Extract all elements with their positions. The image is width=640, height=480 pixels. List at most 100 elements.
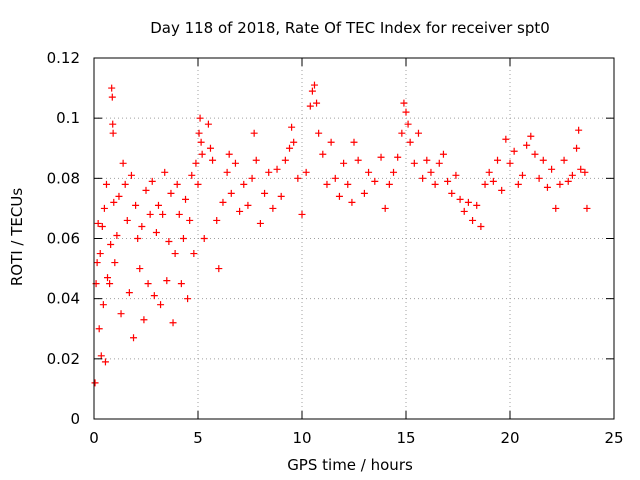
roti-point bbox=[406, 138, 414, 146]
roti-point bbox=[410, 159, 418, 167]
roti-point bbox=[518, 171, 526, 179]
roti-point bbox=[435, 159, 443, 167]
roti-point bbox=[144, 280, 152, 288]
roti-point bbox=[252, 156, 260, 164]
roti-point bbox=[196, 114, 204, 122]
roti-point bbox=[543, 183, 551, 191]
roti-point bbox=[494, 156, 502, 164]
roti-point bbox=[109, 129, 117, 137]
roti-point bbox=[127, 171, 135, 179]
roti-point bbox=[273, 165, 281, 173]
roti-point bbox=[360, 189, 368, 197]
roti-point bbox=[381, 204, 389, 212]
roti-point bbox=[498, 186, 506, 194]
roti-point bbox=[97, 352, 105, 360]
roti-point bbox=[531, 150, 539, 158]
roti-point bbox=[200, 235, 208, 242]
roti-point bbox=[564, 177, 572, 185]
roti-point bbox=[169, 319, 177, 327]
roti-point bbox=[115, 192, 123, 200]
y-tick-label: 0.08 bbox=[47, 169, 80, 187]
roti-point bbox=[477, 222, 485, 230]
roti-point bbox=[225, 150, 233, 158]
roti-point bbox=[385, 180, 393, 188]
chart-title: Day 118 of 2018, Rate Of TEC Index for r… bbox=[150, 19, 550, 37]
roti-point bbox=[186, 216, 194, 224]
roti-point bbox=[298, 210, 306, 218]
roti-point bbox=[390, 168, 398, 176]
roti-point bbox=[448, 189, 456, 197]
roti-point bbox=[117, 310, 125, 318]
roti-point bbox=[290, 138, 298, 146]
roti-point bbox=[136, 265, 144, 273]
roti-point bbox=[132, 201, 140, 209]
roti-point bbox=[167, 189, 175, 197]
roti-point bbox=[335, 192, 343, 200]
roti-point bbox=[308, 87, 316, 95]
roti-point bbox=[248, 174, 256, 182]
roti-point bbox=[130, 334, 138, 342]
roti-point bbox=[91, 379, 99, 387]
roti-point bbox=[315, 129, 323, 137]
roti-point bbox=[502, 135, 510, 143]
roti-point bbox=[464, 198, 472, 206]
roti-point bbox=[146, 210, 154, 218]
roti-point bbox=[223, 168, 231, 176]
roti-point bbox=[250, 129, 258, 137]
roti-point bbox=[371, 177, 379, 185]
roti-point bbox=[344, 180, 352, 188]
roti-point bbox=[460, 207, 468, 215]
roti-point bbox=[510, 147, 518, 155]
roti-point bbox=[142, 186, 150, 194]
roti-point bbox=[161, 168, 169, 176]
y-tick-label: 0.02 bbox=[47, 350, 80, 368]
roti-point bbox=[113, 231, 121, 239]
roti-point bbox=[150, 292, 158, 300]
roti-point bbox=[209, 156, 217, 164]
roti-point bbox=[108, 93, 116, 101]
grid-lines bbox=[94, 58, 614, 419]
roti-point bbox=[123, 216, 131, 224]
roti-point bbox=[527, 132, 535, 140]
x-tick-label: 15 bbox=[396, 429, 415, 447]
roti-point bbox=[485, 168, 493, 176]
roti-point bbox=[350, 138, 358, 146]
x-tick-label: 5 bbox=[193, 429, 203, 447]
roti-point bbox=[152, 228, 160, 236]
roti-point bbox=[573, 144, 581, 152]
roti-point bbox=[414, 129, 422, 137]
roti-point bbox=[231, 159, 239, 167]
roti-point bbox=[556, 180, 564, 188]
roti-point bbox=[398, 129, 406, 137]
y-tick-label: 0.12 bbox=[47, 49, 80, 67]
roti-point bbox=[402, 108, 410, 116]
roti-point bbox=[427, 168, 435, 176]
roti-point bbox=[577, 165, 585, 173]
roti-point bbox=[219, 198, 227, 206]
roti-point bbox=[568, 171, 576, 179]
roti-point bbox=[213, 216, 221, 224]
y-tick-label: 0.1 bbox=[56, 109, 80, 127]
y-tick-label: 0.06 bbox=[47, 230, 80, 248]
roti-point bbox=[331, 174, 339, 182]
roti-point bbox=[539, 156, 547, 164]
scatter-points bbox=[91, 81, 591, 387]
roti-point bbox=[348, 198, 356, 206]
roti-point bbox=[583, 204, 591, 212]
roti-point bbox=[194, 180, 202, 188]
roti-point bbox=[227, 189, 235, 197]
roti-point bbox=[148, 177, 156, 185]
roti-point bbox=[111, 259, 119, 267]
roti-point bbox=[400, 99, 408, 107]
roti-point bbox=[173, 180, 181, 188]
roti-point bbox=[394, 153, 402, 161]
roti-point bbox=[195, 129, 203, 137]
roti-point bbox=[204, 120, 212, 128]
roti-point bbox=[560, 156, 568, 164]
roti-point bbox=[99, 301, 107, 309]
roti-point bbox=[281, 156, 289, 164]
roti-point bbox=[354, 156, 362, 164]
roti-point bbox=[340, 159, 348, 167]
roti-point bbox=[171, 250, 179, 258]
axis-ticks: 0 5 10 15 20 25 0 0.02 0.04 0.06 0.08 0.1 0.12 bbox=[47, 49, 624, 447]
